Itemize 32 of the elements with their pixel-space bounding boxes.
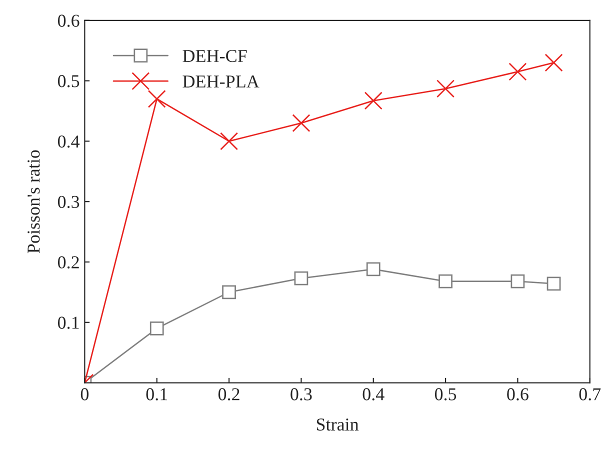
legend-label: DEH-CF [182, 50, 247, 62]
y-axis-title: Poisson's ratio [28, 150, 40, 254]
y-tick-label: 0.6 [58, 14, 80, 27]
y-tick-label: 0.5 [58, 75, 80, 88]
x-axis-title: Strain [316, 418, 359, 431]
y-tick-label: 0.2 [58, 256, 79, 269]
y-tick-label: 0.3 [58, 196, 80, 208]
y-tick-label: 0.4 [58, 135, 80, 148]
x-tick-label: 0.4 [362, 388, 384, 400]
y-tick-label: 0.1 [58, 316, 79, 329]
point [222, 285, 236, 300]
point [292, 114, 310, 132]
x-tick-label: 0.5 [434, 388, 456, 400]
x-tick-label: 0 [80, 388, 89, 400]
point [438, 274, 452, 288]
point [148, 90, 166, 108]
point [544, 54, 563, 72]
x-tick-label: 0.3 [290, 388, 312, 400]
point [294, 271, 308, 286]
point [546, 276, 561, 291]
x-tick-label: 0.6 [507, 388, 528, 400]
legend-label: DEH-PLA [182, 76, 260, 88]
point [220, 132, 238, 150]
point [436, 80, 455, 98]
point [150, 321, 164, 336]
point [366, 262, 380, 276]
x-tick-label: 0.2 [218, 388, 240, 400]
x-tick-label: 0.1 [146, 388, 168, 400]
point [508, 62, 527, 81]
x-tick-label: 0.7 [579, 388, 601, 400]
point [364, 92, 382, 110]
point [510, 274, 525, 288]
